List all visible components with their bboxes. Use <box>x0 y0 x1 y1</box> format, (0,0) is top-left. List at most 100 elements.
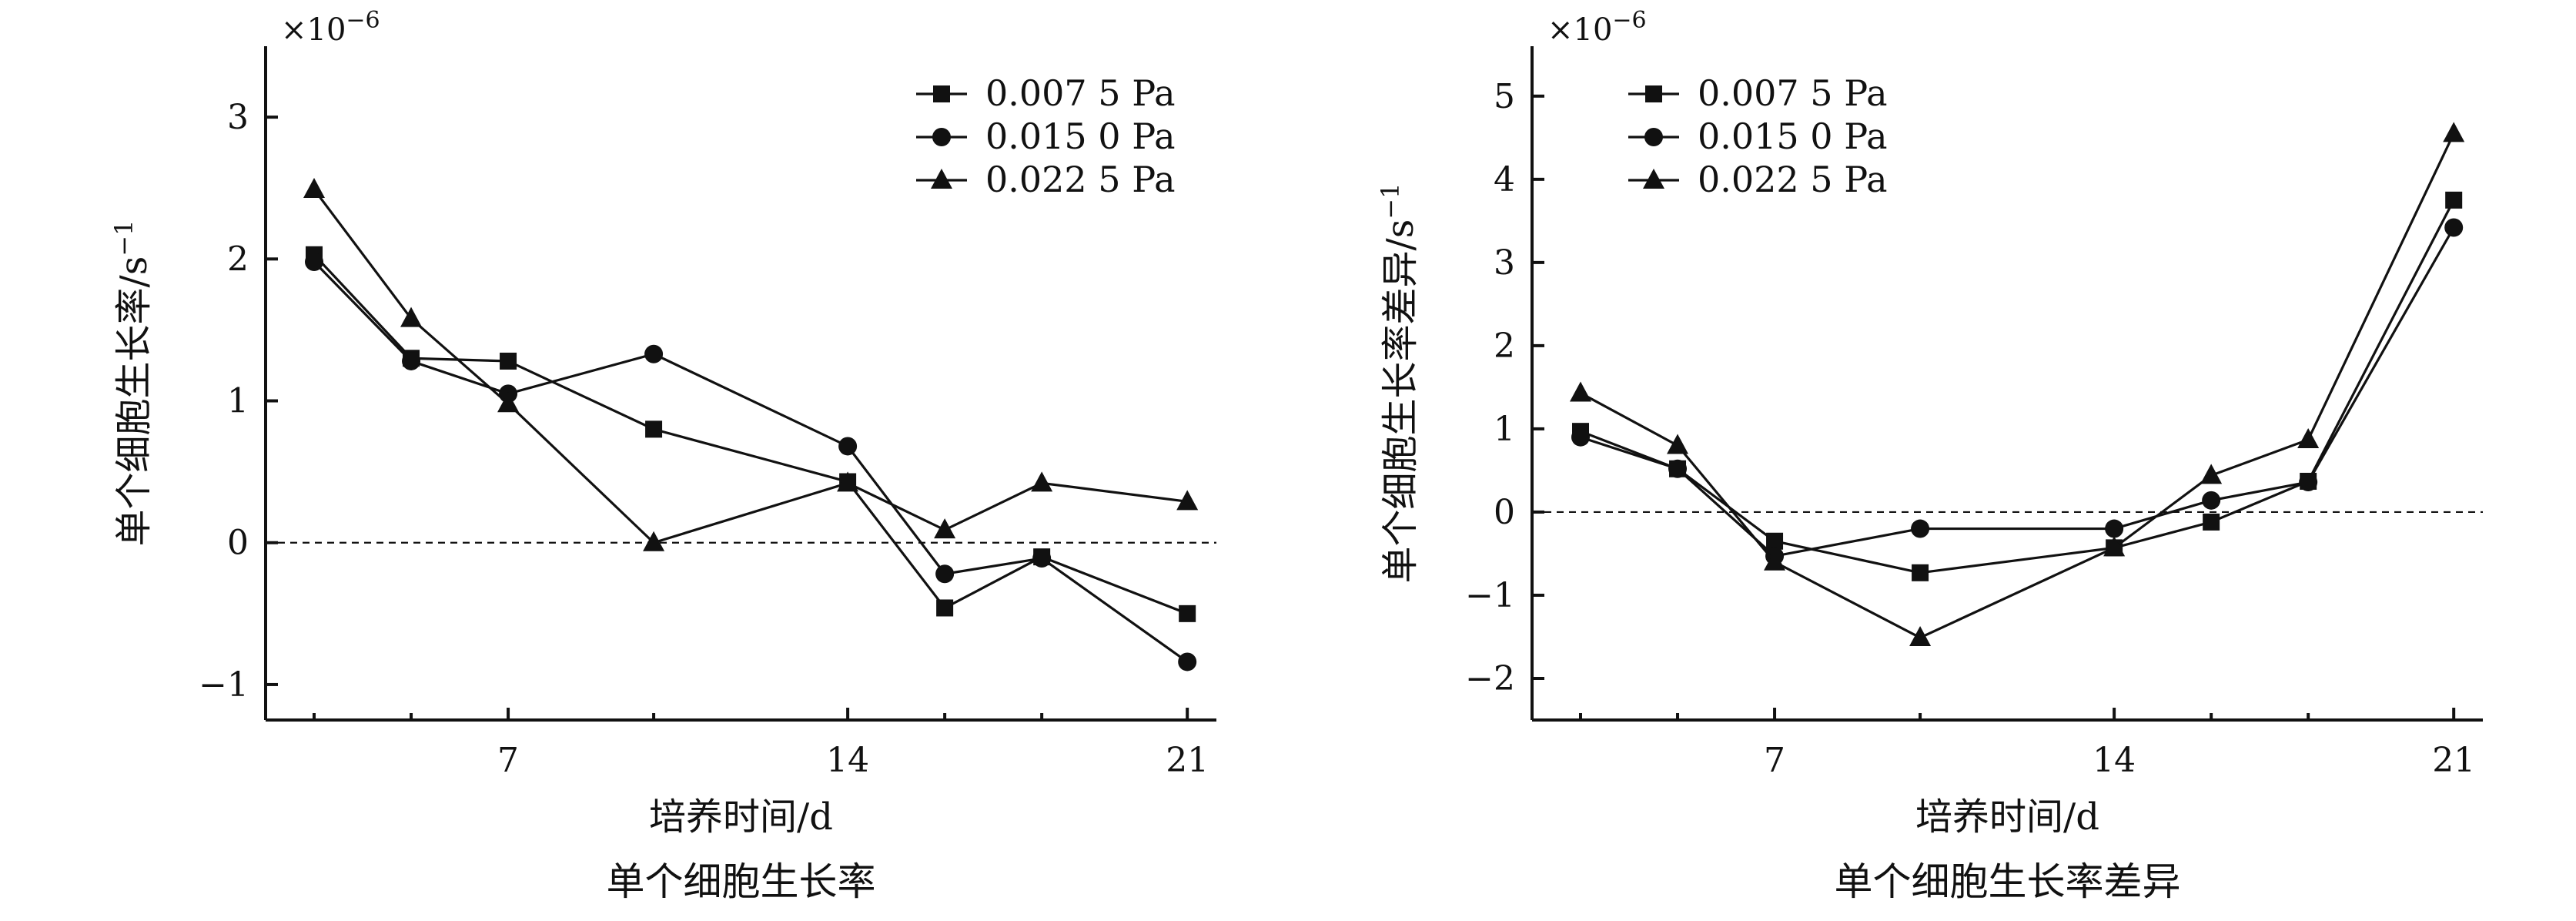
data-point-triangle <box>837 471 859 492</box>
y-tick-label: −2 <box>1465 659 1515 698</box>
data-point-circle <box>1911 519 1930 538</box>
data-point-square <box>2445 191 2463 209</box>
legend-marker-circle <box>1644 128 1663 146</box>
legend-label: 0.007 5 Pa <box>985 72 1176 114</box>
legend-label: 0.007 5 Pa <box>1698 72 1888 114</box>
data-point-square <box>1179 605 1196 622</box>
data-point-circle <box>1571 427 1591 447</box>
x-tick-label: 7 <box>497 741 519 780</box>
series-line <box>313 189 1188 544</box>
data-point-triangle <box>497 392 520 413</box>
data-point-triangle <box>2443 122 2465 142</box>
y-tick-label: −1 <box>1465 576 1515 615</box>
y-tick-label: 2 <box>227 239 249 279</box>
legend-item-3: 0.022 5 Pa <box>916 159 1176 200</box>
legend-marker-circle <box>932 128 951 146</box>
data-point-circle <box>644 344 664 363</box>
y-multiplier-exponent: −6 <box>1612 7 1646 34</box>
x-tick-label: 14 <box>2093 741 2136 780</box>
data-point-circle <box>2444 218 2464 237</box>
data-point-triangle <box>934 518 956 539</box>
y-multiplier-label: ×10−6 <box>281 7 380 48</box>
y-multiplier-exponent: −6 <box>346 7 380 34</box>
y-tick-label: 4 <box>1494 160 1515 199</box>
y-tick-label: 0 <box>1494 493 1515 532</box>
data-point-square <box>645 420 663 438</box>
series-line <box>1580 132 2455 639</box>
y-tick-label: 1 <box>1494 410 1515 449</box>
x-axis-title: 培养时间/d <box>1915 795 2099 839</box>
data-point-triangle <box>1570 381 1592 402</box>
y-multiplier-label: ×10−6 <box>1547 7 1647 48</box>
y-axis-title-text: 单个细胞生长率差异/s <box>1379 219 1422 584</box>
data-point-triangle <box>1764 550 1786 571</box>
y-axis-title-exponent: −1 <box>109 220 139 256</box>
data-point-square <box>1912 564 1929 581</box>
legend-item-1: 0.007 5 Pa <box>916 72 1176 114</box>
data-point-circle <box>935 564 955 584</box>
y-axis-title-exponent: −1 <box>1376 183 1405 219</box>
y-multiplier-base: ×10 <box>281 12 346 48</box>
data-point-circle <box>1668 459 1688 478</box>
data-point-triangle <box>1176 490 1199 511</box>
data-point-circle <box>2105 519 2124 538</box>
series-3 <box>303 178 1199 551</box>
x-tick-label: 14 <box>826 741 869 780</box>
data-point-square <box>1766 532 1784 550</box>
data-point-circle <box>402 351 421 370</box>
y-tick-label: 0 <box>227 524 249 563</box>
series-1 <box>306 246 1196 622</box>
chart-title: 单个细胞生长率 <box>607 859 876 904</box>
y-tick-label: 3 <box>227 98 249 137</box>
series-1 <box>1572 191 2463 581</box>
data-point-triangle <box>2103 536 2126 557</box>
legend-item-2: 0.015 0 Pa <box>1628 116 1888 157</box>
series-line <box>313 253 1188 615</box>
legend-marker-triangle <box>931 169 952 189</box>
legend-marker-square <box>1645 85 1662 102</box>
series-2 <box>305 253 1197 671</box>
data-point-triangle <box>400 306 423 327</box>
series-line <box>1580 226 2455 558</box>
legend-item-3: 0.022 5 Pa <box>1628 159 1888 200</box>
data-point-square <box>2203 513 2220 531</box>
data-point-triangle <box>2200 464 2223 484</box>
legend-marker-square <box>933 85 950 102</box>
legend-item-2: 0.015 0 Pa <box>916 116 1176 157</box>
x-tick-label: 7 <box>1764 741 1785 780</box>
series-line <box>1580 199 2455 574</box>
data-point-triangle <box>1031 471 1053 492</box>
x-tick-label: 21 <box>1166 741 1209 780</box>
data-point-triangle <box>643 531 665 551</box>
x-tick-label: 21 <box>2432 741 2475 780</box>
data-point-triangle <box>1667 434 1689 454</box>
legend-marker-triangle <box>1643 169 1664 189</box>
data-point-circle <box>838 437 858 456</box>
legend-item-1: 0.007 5 Pa <box>1628 72 1888 114</box>
y-tick-label: −1 <box>199 665 249 705</box>
y-tick-label: 3 <box>1494 243 1515 283</box>
data-point-circle <box>1032 549 1052 568</box>
y-axis-title-text: 单个细胞生长率/s <box>112 256 156 547</box>
data-point-circle <box>2299 473 2318 492</box>
series-2 <box>1571 218 2464 566</box>
chart-title: 单个细胞生长率差异 <box>1835 859 2181 904</box>
legend-label: 0.022 5 Pa <box>985 159 1176 200</box>
data-point-triangle <box>1909 626 1932 647</box>
y-tick-label: 1 <box>227 382 249 421</box>
y-multiplier-base: ×10 <box>1547 12 1612 48</box>
data-point-triangle <box>2297 427 2320 448</box>
legend-label: 0.022 5 Pa <box>1698 159 1888 200</box>
data-point-square <box>936 599 954 617</box>
data-point-square <box>500 352 517 370</box>
y-tick-label: 2 <box>1494 327 1515 366</box>
series-line <box>313 260 1189 663</box>
legend-label: 0.015 0 Pa <box>1698 116 1888 157</box>
data-point-circle <box>2202 491 2221 510</box>
data-point-triangle <box>303 178 326 199</box>
y-axis-title: 单个细胞生长率差异/s−1 <box>1376 183 1422 584</box>
y-axis-title: 单个细胞生长率/s−1 <box>109 220 156 547</box>
